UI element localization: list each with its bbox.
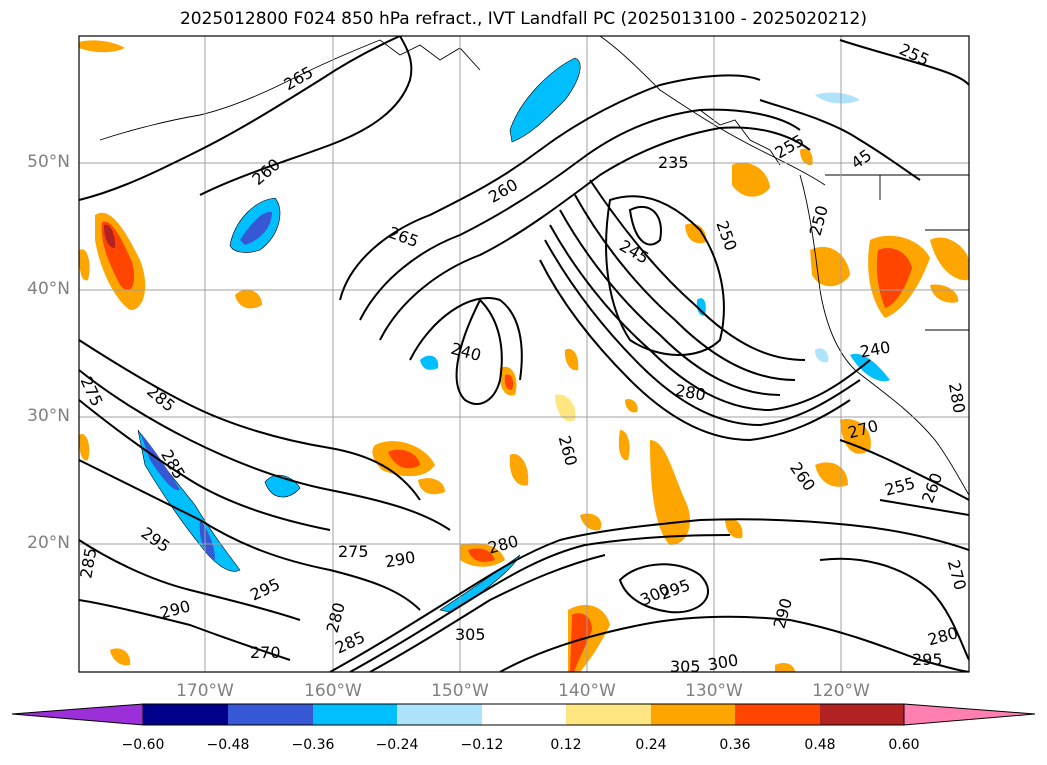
lon-label-140w: 140°W — [558, 681, 616, 701]
contour-label: 295 — [247, 574, 283, 604]
anomaly-shading — [79, 40, 969, 672]
contour-label: 260 — [786, 459, 819, 495]
contour-label: 240 — [858, 337, 891, 361]
contour-label: 290 — [770, 596, 796, 630]
contour-label: 285 — [76, 546, 100, 579]
colorbar-tick: −0.36 — [291, 737, 335, 753]
contour-label: 300 — [706, 650, 739, 674]
contour-label: 255 — [772, 131, 808, 163]
lon-label-120w: 120°W — [812, 681, 870, 701]
contour-label: 260 — [248, 155, 284, 189]
lon-label-130w: 130°W — [685, 681, 743, 701]
contour-label: 250 — [712, 218, 740, 253]
contour-label: 260 — [555, 433, 581, 467]
colorbar-tick: 0.24 — [635, 737, 667, 753]
contour-label: 275 — [76, 374, 106, 410]
contour-label: 285 — [143, 381, 179, 415]
lat-label-30n: 30°N — [27, 406, 70, 426]
contour-label: 280 — [486, 531, 520, 557]
colorbar-tick: −0.48 — [206, 737, 250, 753]
contour-label: 260 — [485, 175, 521, 207]
contour-label: 240 — [449, 339, 483, 365]
contour-label: 270 — [944, 558, 970, 592]
colorbar-tick: −0.60 — [121, 737, 165, 753]
contour-label: 270 — [846, 416, 880, 442]
contour-label: 275 — [338, 542, 369, 561]
contour-label: 260 — [918, 470, 946, 505]
lat-label-40n: 40°N — [27, 279, 70, 299]
lat-label-50n: 50°N — [27, 152, 70, 172]
contour-label: 290 — [383, 547, 416, 571]
colorbar-tick: 0.60 — [888, 737, 920, 753]
map-title: 2025012800 F024 850 hPa refract., IVT La… — [179, 9, 867, 29]
contour-label: 280 — [323, 600, 349, 634]
colorbar-tick: −0.12 — [460, 737, 504, 753]
contour-label: 265 — [281, 62, 317, 94]
contour-label: 255 — [896, 40, 932, 70]
lon-label-160w: 160°W — [304, 681, 362, 701]
colorbar-tick: −0.24 — [375, 737, 419, 753]
contour-label: 270 — [250, 643, 281, 662]
contour-label: 265 — [386, 223, 421, 251]
contour-label: 235 — [658, 153, 689, 172]
colorbar — [11, 703, 1036, 726]
contour-label: 45 — [848, 146, 876, 173]
contour-label: 295 — [912, 650, 943, 669]
map-frame — [78, 35, 970, 673]
contour-label: 280 — [674, 381, 707, 405]
lat-label-20n: 20°N — [27, 533, 70, 553]
colorbar-tick: 0.36 — [719, 737, 751, 753]
coastlines — [99, 36, 969, 496]
contour-label: 305 — [455, 625, 486, 644]
contour-label: 305 — [670, 657, 701, 676]
colorbar-tick: 0.48 — [804, 737, 836, 753]
contour-label: 285 — [157, 446, 189, 482]
contour-label: 280 — [945, 381, 969, 414]
lon-label-150w: 150°W — [431, 681, 489, 701]
contour-label: 255 — [883, 473, 917, 499]
contour-label: 295 — [138, 523, 174, 556]
lon-label-170w: 170°W — [176, 681, 234, 701]
contour-label: 250 — [806, 203, 832, 237]
colorbar-tick: 0.12 — [550, 737, 582, 753]
contour-label: 280 — [926, 623, 960, 649]
contour-label: 290 — [158, 596, 192, 622]
refractivity-contours — [79, 36, 969, 672]
contour-label: 245 — [616, 236, 652, 268]
